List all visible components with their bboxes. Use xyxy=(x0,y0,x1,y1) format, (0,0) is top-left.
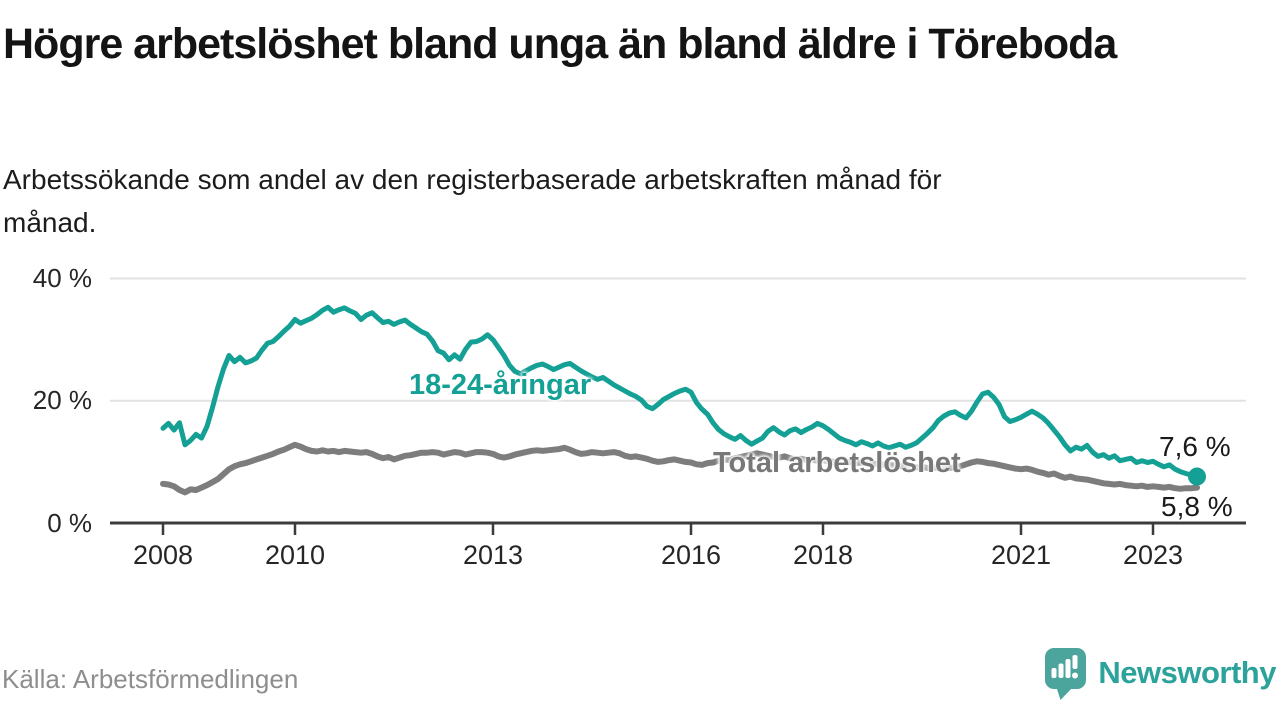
x-axis-tick-label-2023: 2023 xyxy=(1122,540,1184,570)
x-axis-tick-label-2010: 2010 xyxy=(264,540,326,570)
x-axis-tick-label-2013: 2013 xyxy=(462,540,524,570)
series-line-youth xyxy=(160,304,1200,480)
series-end-dot-youth xyxy=(1188,467,1206,486)
x-axis-tick-label-2021: 2021 xyxy=(990,540,1052,570)
page-title: Högre arbetslöshet bland unga än bland ä… xyxy=(3,20,1117,68)
y-axis-tick-label-40: 40 % xyxy=(32,263,92,293)
y-axis-tick-label-0: 0 % xyxy=(47,508,92,538)
source-attribution: Källa: Arbetsförmedlingen xyxy=(2,664,299,694)
brand-name: Newsworthy xyxy=(1098,655,1276,690)
x-axis-tick-label-2008: 2008 xyxy=(132,540,194,570)
bar-chart-speech-bubble-icon xyxy=(1045,648,1087,700)
newsworthy-logo: Newsworthy xyxy=(1043,645,1276,701)
end-value-label-total: 5,8 % xyxy=(1161,491,1233,522)
y-axis-tick-label-20: 20 % xyxy=(32,385,92,415)
series-label-youth: 18-24-åringar xyxy=(409,369,592,401)
series-line-total xyxy=(160,441,1200,496)
series-label-total: Total arbetslöshet xyxy=(713,447,961,479)
x-axis-tick-label-2018: 2018 xyxy=(792,540,854,570)
x-axis-tick-label-2016: 2016 xyxy=(660,540,722,570)
end-value-label-youth: 7,6 % xyxy=(1159,431,1231,462)
page-subtitle: Arbetssökande som andel av den registerb… xyxy=(3,164,942,239)
